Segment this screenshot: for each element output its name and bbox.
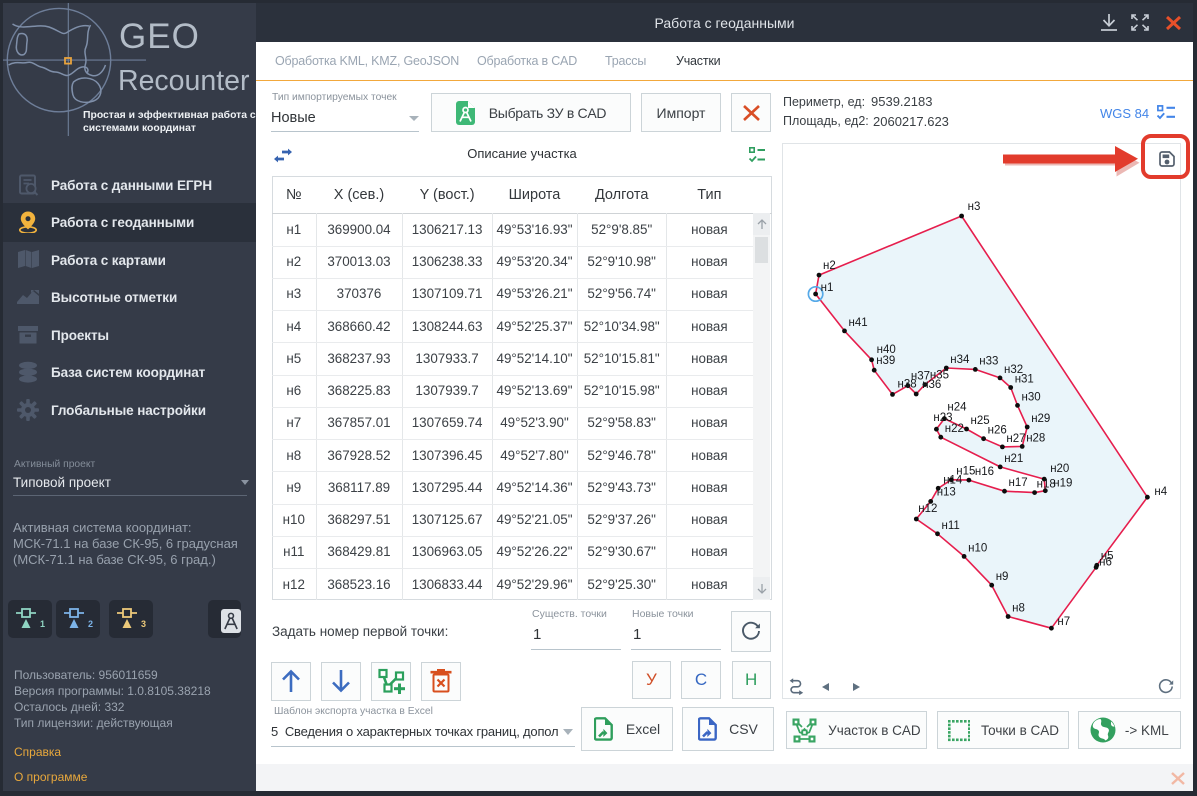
svg-text:н37: н37 <box>910 371 929 383</box>
svg-text:н19: н19 <box>1053 478 1072 490</box>
svg-text:н8: н8 <box>1012 603 1025 615</box>
svg-text:н41: н41 <box>848 317 867 329</box>
svg-text:1: 1 <box>40 619 45 629</box>
svg-text:н10: н10 <box>968 542 987 554</box>
svg-text:н35: н35 <box>929 370 948 382</box>
svg-text:н29: н29 <box>1031 413 1050 425</box>
svg-text:н12: н12 <box>918 503 937 515</box>
svg-text:н17: н17 <box>1008 477 1027 489</box>
svg-text:н30: н30 <box>1021 391 1040 403</box>
svg-text:н40: н40 <box>876 344 895 356</box>
svg-text:3: 3 <box>141 619 146 629</box>
svg-text:н16: н16 <box>974 466 993 478</box>
svg-text:н2: н2 <box>823 260 836 272</box>
svg-text:н1: н1 <box>820 282 833 294</box>
svg-text:н18: н18 <box>1036 479 1055 491</box>
svg-text:н9: н9 <box>995 571 1008 583</box>
svg-text:н11: н11 <box>941 520 959 532</box>
svg-text:н39: н39 <box>876 355 895 367</box>
svg-text:н25: н25 <box>970 415 989 427</box>
svg-text:н28: н28 <box>1026 432 1045 444</box>
svg-text:н34: н34 <box>950 354 970 366</box>
svg-text:н22: н22 <box>944 423 963 435</box>
svg-text:н4: н4 <box>1154 486 1167 498</box>
svg-text:н33: н33 <box>979 355 998 367</box>
svg-text:н26: н26 <box>987 425 1006 437</box>
svg-text:н6: н6 <box>1099 556 1112 568</box>
svg-text:н15: н15 <box>956 466 975 478</box>
svg-text:н21: н21 <box>1004 453 1023 465</box>
svg-text:н38: н38 <box>897 378 916 390</box>
svg-text:н7: н7 <box>1057 616 1070 628</box>
svg-text:н5: н5 <box>1100 550 1113 562</box>
svg-text:2: 2 <box>88 619 93 629</box>
svg-text:н13: н13 <box>936 486 955 498</box>
svg-text:н20: н20 <box>1050 463 1069 475</box>
svg-text:н3: н3 <box>967 201 980 213</box>
svg-text:н32: н32 <box>1004 364 1023 376</box>
svg-text:н31: н31 <box>1014 374 1033 386</box>
svg-text:н36: н36 <box>922 379 941 391</box>
svg-text:н27: н27 <box>1006 433 1025 445</box>
svg-text:н24: н24 <box>947 402 967 414</box>
